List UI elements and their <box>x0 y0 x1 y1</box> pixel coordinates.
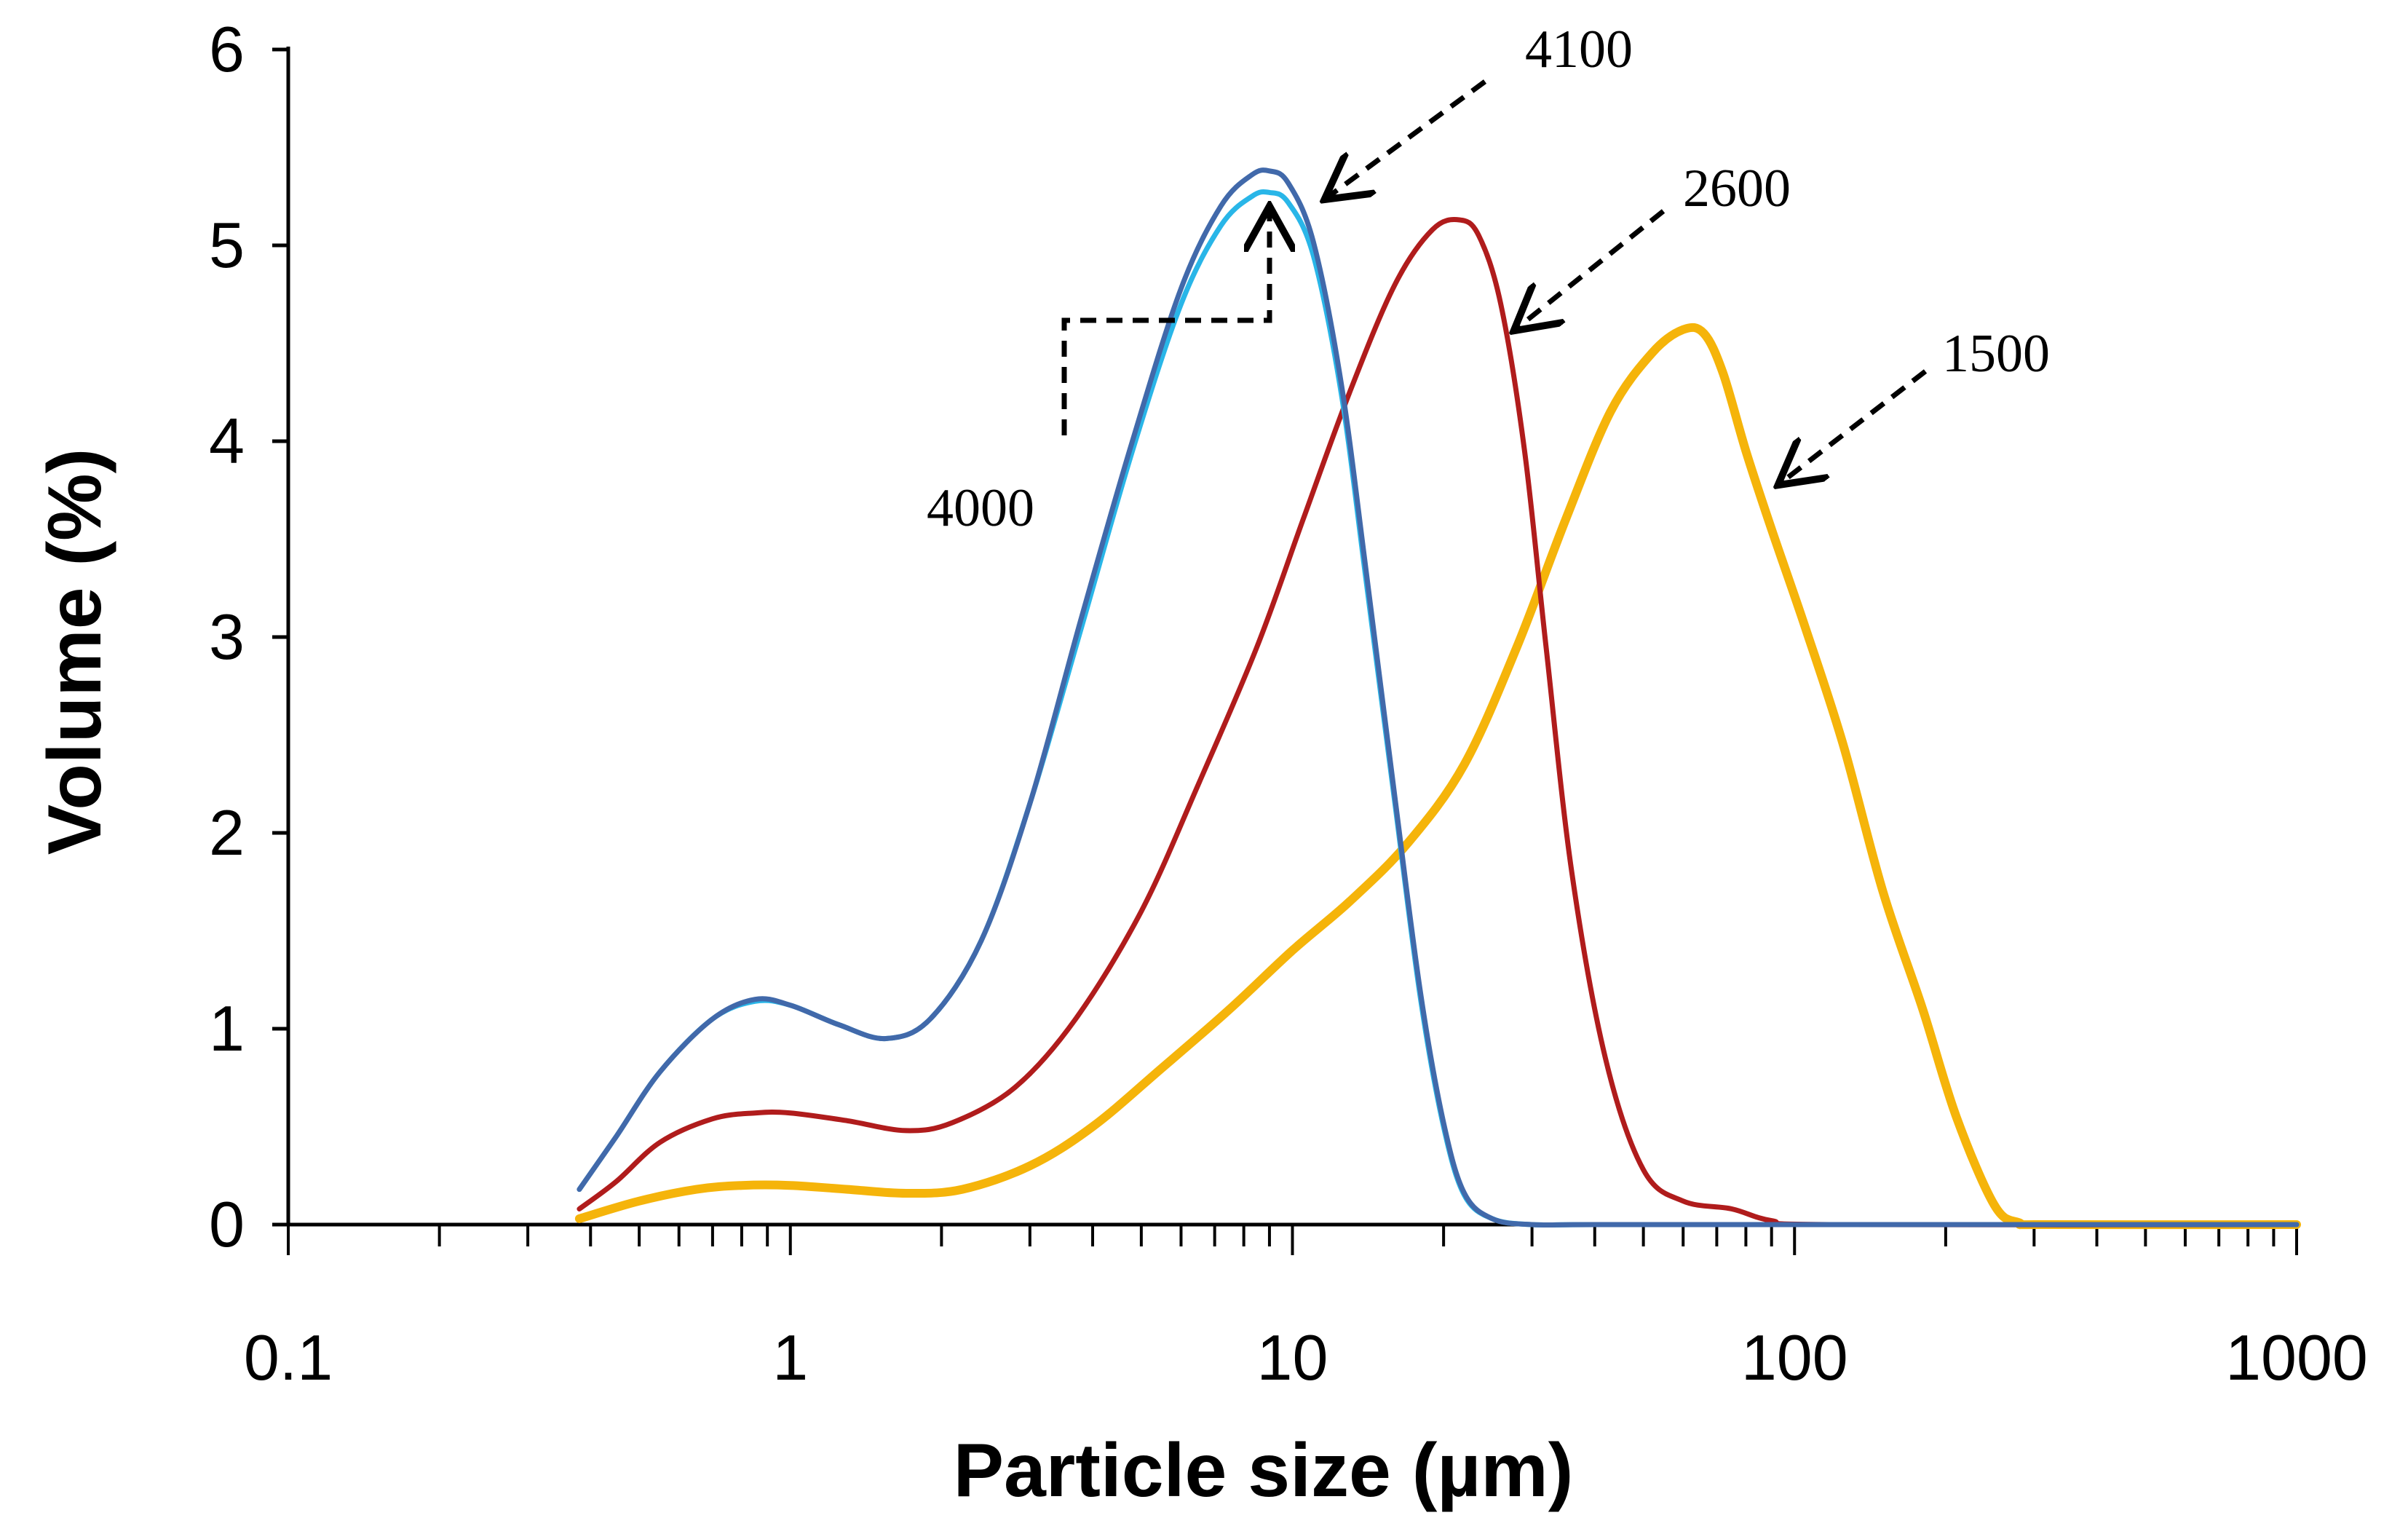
annotation-label-4000: 4000 <box>927 478 1034 538</box>
annotation-arrow-2600 <box>1518 209 1666 328</box>
annotation-label-2600: 2600 <box>1683 159 1791 218</box>
y-tick-label: 6 <box>209 13 245 85</box>
y-tick-label: 3 <box>209 601 245 673</box>
axes-layer: 0 1 2 3 4 5 6 0.1 1 10 100 1000 Particle size (µm) Vo… <box>33 13 2368 1513</box>
y-tick-label: 4 <box>209 405 245 477</box>
y-tick-label: 2 <box>209 796 245 869</box>
x-tick-label: 1000 <box>2225 1321 2368 1393</box>
annotation-arrow-4000 <box>1061 211 1270 435</box>
series-line-1500 <box>574 323 2301 1230</box>
x-tick-label: 10 <box>1257 1321 1328 1393</box>
annotation-layer: 4100 2600 1500 4000 <box>927 20 2050 538</box>
series-line-4100 <box>577 167 2300 1228</box>
x-tick-label: 100 <box>1741 1321 1848 1393</box>
annotation-label-4100: 4100 <box>1525 20 1633 79</box>
y-tick-label: 0 <box>209 1188 245 1260</box>
annotation-label-1500: 1500 <box>1942 324 2050 384</box>
y-tick-label: 5 <box>209 209 245 281</box>
annotation-arrow-1500 <box>1782 369 1928 482</box>
annotation-arrow-4100 <box>1328 79 1487 197</box>
series-line-2600 <box>577 216 2300 1227</box>
y-axis-title: Volume (%) <box>33 448 117 855</box>
series-layer <box>574 167 2301 1230</box>
x-tick-label: 0.1 <box>244 1321 333 1393</box>
x-axis-title: Particle size (µm) <box>954 1428 1574 1513</box>
y-tick-label: 1 <box>209 992 245 1064</box>
x-tick-label: 1 <box>772 1321 808 1393</box>
